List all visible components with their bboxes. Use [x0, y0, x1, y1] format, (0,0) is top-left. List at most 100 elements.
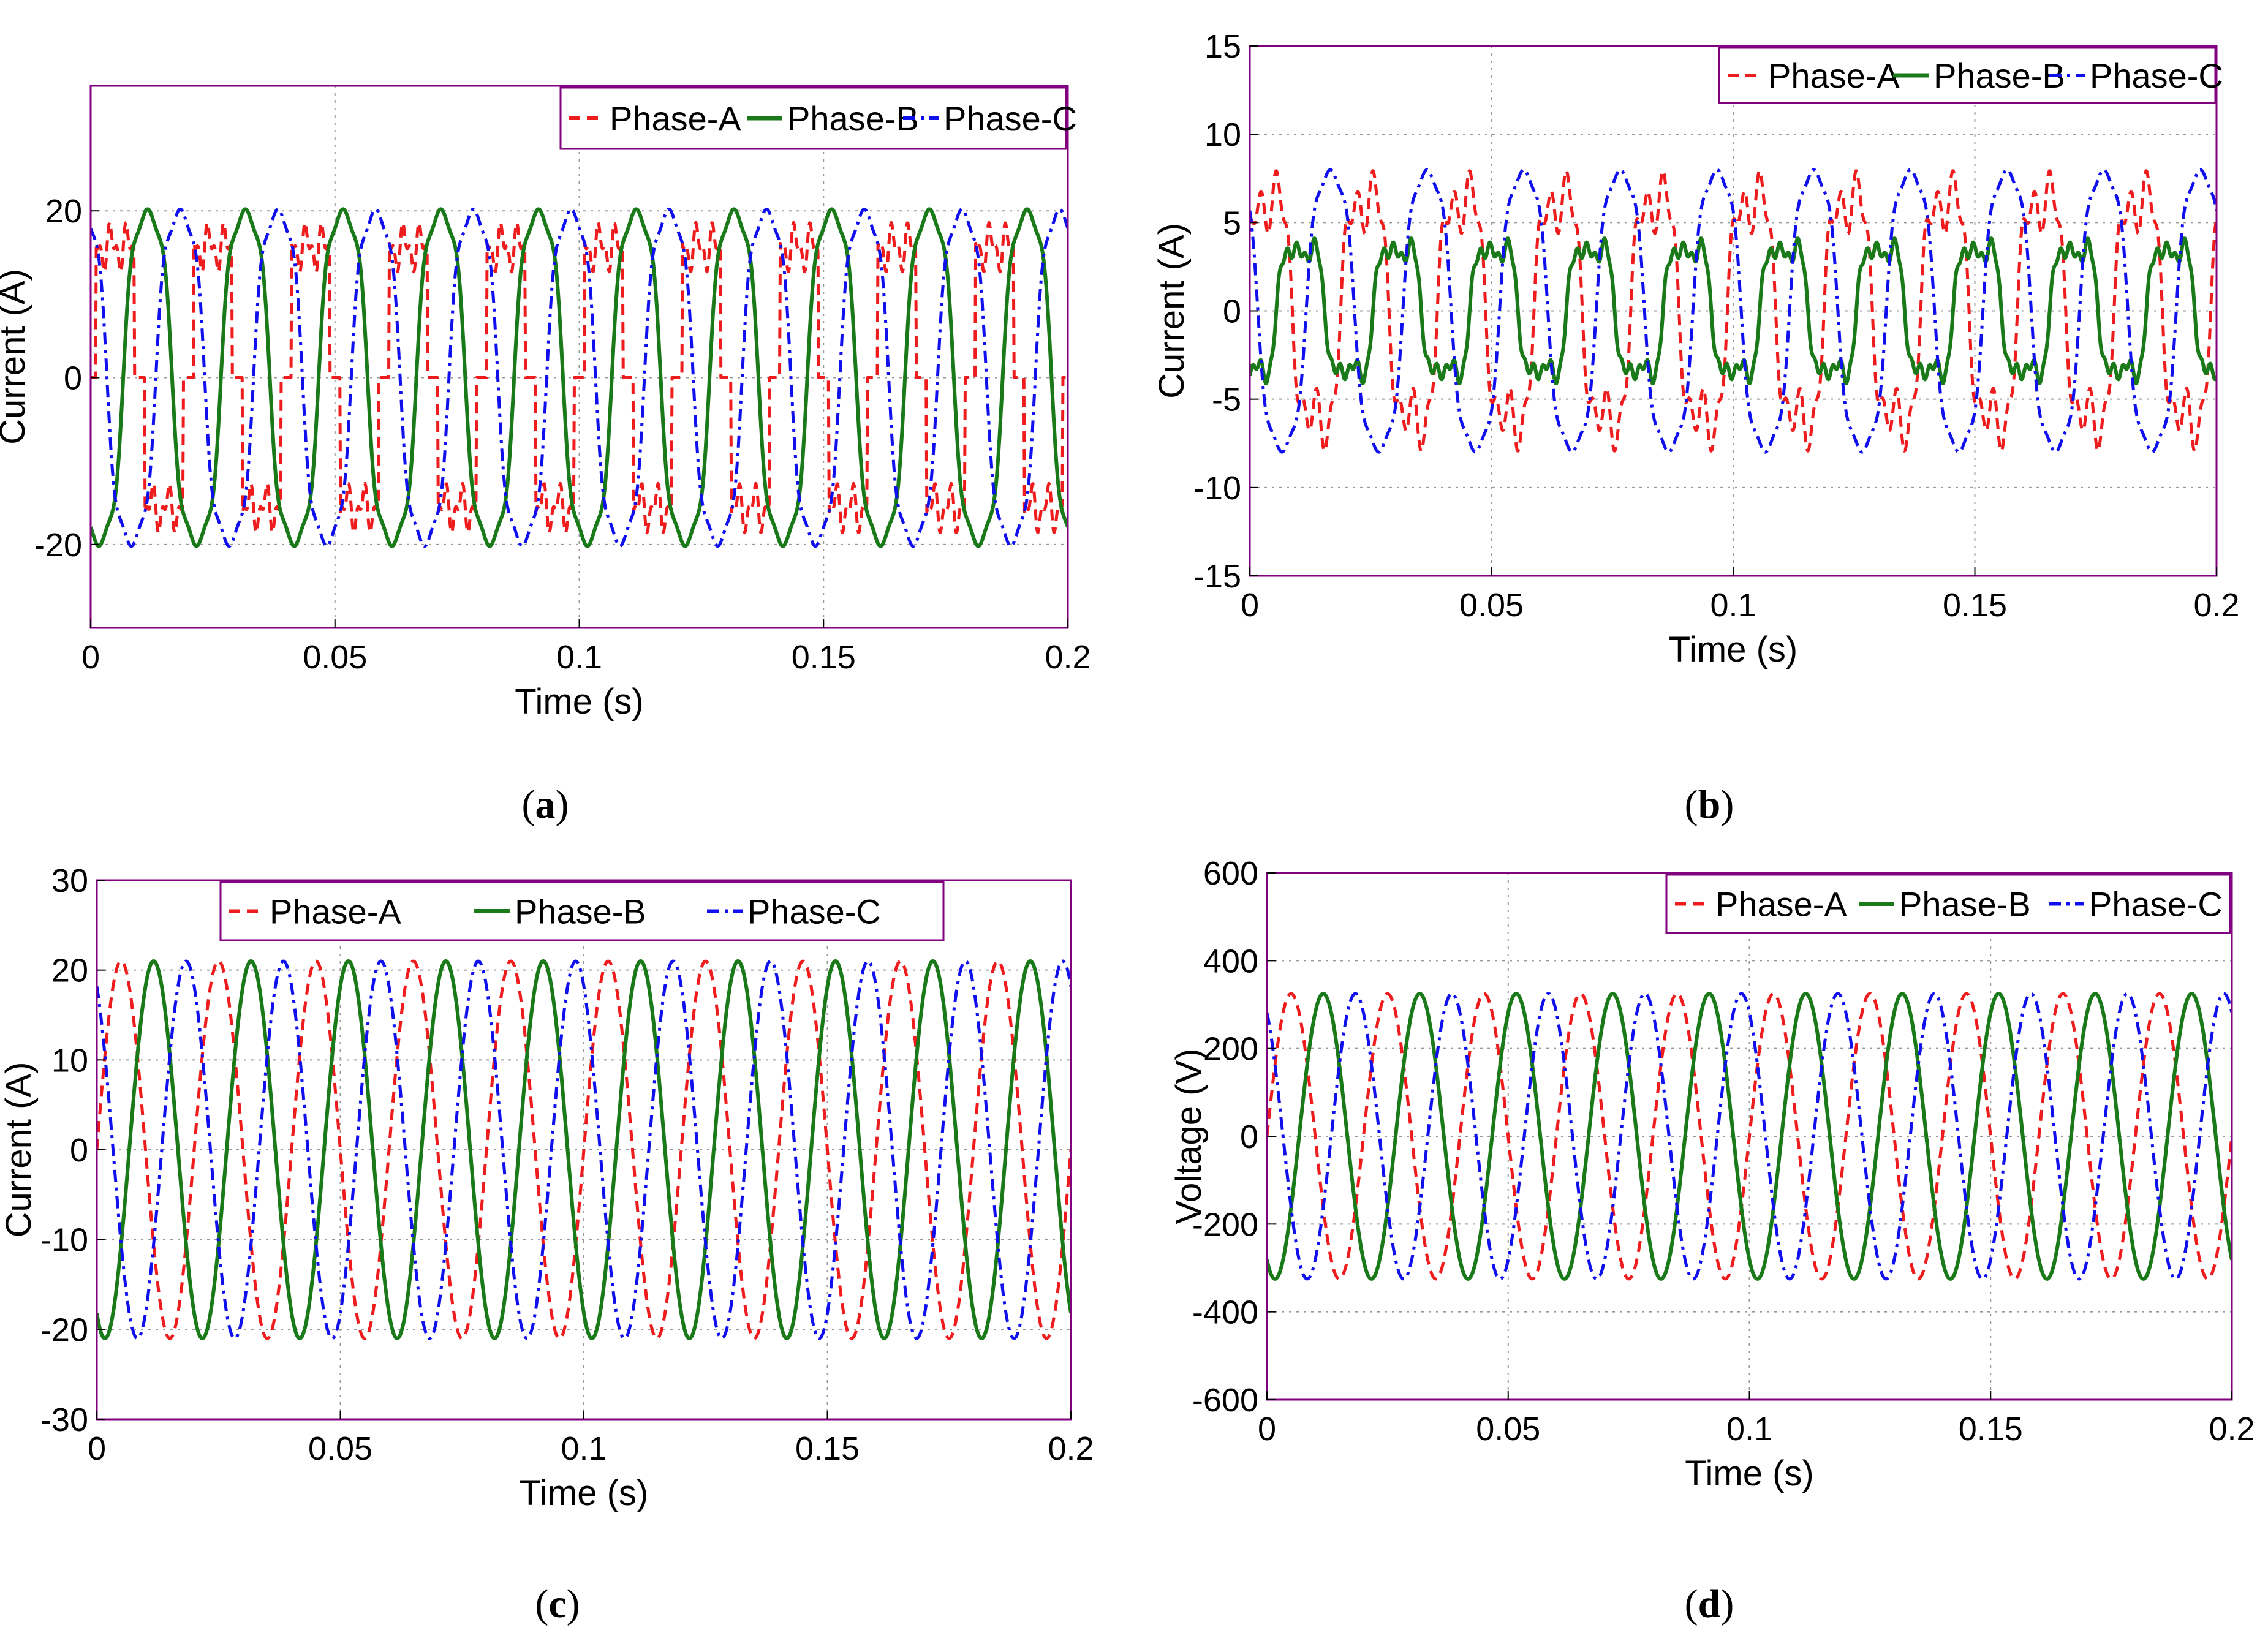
series-line-phase-b: [1267, 992, 2232, 1281]
caption-close-paren: ): [1720, 782, 1734, 827]
series-group: [1267, 992, 2232, 1281]
series-line-phase-c: [97, 959, 1071, 1340]
y-tick-label: -10: [1193, 470, 1241, 507]
x-tick-label: 0.05: [1476, 1411, 1540, 1447]
y-tick-label: 30: [51, 862, 88, 899]
series-line-phase-a: [1267, 992, 2232, 1281]
y-tick-label: 20: [51, 953, 88, 989]
y-axis-label: Current (A): [0, 1062, 39, 1238]
legend-label-phase-a: Phase-A: [1715, 885, 1847, 924]
y-tick-label: 10: [51, 1042, 88, 1079]
y-tick-label: -20: [40, 1311, 88, 1348]
x-tick-label: 0.05: [1459, 587, 1524, 624]
x-tick-label: 0.1: [561, 1430, 607, 1467]
y-tick-label: 10: [1204, 116, 1241, 153]
legend-box: [1718, 47, 2217, 104]
x-tick-label: 0.05: [303, 639, 367, 676]
legend-box: [1665, 874, 2231, 934]
legend-label-phase-a: Phase-A: [610, 99, 741, 138]
legend-box: [219, 881, 945, 941]
x-tick-label: 0: [88, 1430, 106, 1467]
series-line-phase-b: [1250, 236, 2217, 385]
x-tick-label: 0.1: [1710, 587, 1756, 624]
y-axis-label: Current (A): [1152, 223, 1192, 399]
y-tick-label: 400: [1203, 943, 1258, 979]
series-line-phase-c: [91, 207, 1068, 548]
caption-open-paren: (: [522, 782, 535, 827]
series-group: [1250, 168, 2217, 454]
panel-caption: (c): [535, 1582, 580, 1626]
y-tick-label: -600: [1192, 1382, 1258, 1419]
y-tick-label: 0: [70, 1132, 88, 1169]
caption-letter: c: [548, 1582, 566, 1626]
x-tick-label: 0.15: [1959, 1411, 2023, 1447]
x-tick-label: 0.1: [1726, 1411, 1772, 1447]
y-tick-label: -15: [1193, 558, 1241, 595]
x-tick-label: 0.05: [308, 1430, 372, 1467]
caption-close-paren: ): [567, 1582, 580, 1626]
legend: Phase-A Phase-B Phase-C: [1718, 47, 2223, 104]
y-tick-label: 200: [1203, 1031, 1258, 1068]
y-axis-label: Current (A): [0, 269, 32, 445]
x-tick-label: 0: [1241, 587, 1259, 624]
x-tick-label: 0: [1258, 1411, 1276, 1447]
y-tick-label: -20: [34, 527, 82, 564]
x-tick-label: 0.2: [2193, 587, 2239, 624]
series-line-phase-c: [1250, 168, 2217, 454]
caption-close-paren: ): [556, 782, 569, 827]
series-line-phase-b: [91, 207, 1068, 548]
x-tick-label: 0: [81, 639, 100, 676]
legend: Phase-A Phase-B Phase-C: [559, 86, 1077, 150]
legend-label-phase-c: Phase-C: [2089, 885, 2223, 924]
y-tick-label: 0: [1223, 293, 1241, 330]
caption-close-paren: ): [1720, 1582, 1734, 1626]
x-tick-label: 0.1: [556, 639, 602, 676]
series-line-phase-c: [1267, 992, 2232, 1281]
x-tick-label: 0.2: [2209, 1411, 2255, 1447]
y-tick-label: 0: [64, 360, 82, 397]
legend-label-phase-a: Phase-A: [1768, 56, 1900, 95]
y-tick-label: -30: [40, 1402, 88, 1438]
y-tick-label: 0: [1240, 1119, 1258, 1155]
y-tick-label: 5: [1223, 205, 1241, 241]
series-group: [97, 959, 1071, 1340]
legend-box: [559, 86, 1067, 150]
chart-panel-a: 0 0.05 0.1 0.15 0.2 -20 0 20 Time (s) Current (A)…: [0, 85, 1091, 827]
legend: Phase-A Phase-B Phase-C: [1665, 874, 2231, 934]
caption-open-paren: (: [1685, 1582, 1698, 1626]
legend-label-phase-c: Phase-C: [2090, 56, 2223, 95]
y-tick-label: 15: [1204, 28, 1241, 65]
y-tick-label: -400: [1192, 1294, 1258, 1331]
legend-label-phase-b: Phase-B: [1899, 885, 2031, 924]
legend-label-phase-c: Phase-C: [747, 892, 881, 931]
caption-letter: b: [1698, 782, 1721, 827]
x-tick-label: 0.2: [1048, 1430, 1094, 1467]
legend-label-phase-a: Phase-A: [270, 892, 401, 931]
y-axis-label: Voltage (V): [1169, 1049, 1209, 1224]
y-tick-label: -5: [1212, 382, 1241, 418]
x-axis-label: Time (s): [515, 682, 643, 722]
chart-panel-b: 0 0.05 0.1 0.15 0.2 -15 -10 -5 0 5 10 15 Time (s) Cur…: [1152, 28, 2240, 827]
legend-label-phase-b: Phase-B: [787, 99, 919, 138]
caption-letter: d: [1698, 1582, 1721, 1626]
x-axis-label: Time (s): [1685, 1454, 1813, 1493]
caption-open-paren: (: [1685, 782, 1698, 827]
y-tick-label: 20: [45, 193, 82, 230]
series-group: [91, 207, 1068, 548]
caption-letter: a: [535, 782, 556, 827]
x-tick-label: 0.15: [1943, 587, 2007, 624]
x-tick-label: 0.2: [1045, 639, 1091, 676]
caption-open-paren: (: [535, 1582, 548, 1626]
series-line-phase-b: [97, 959, 1071, 1340]
x-axis-label: Time (s): [520, 1473, 648, 1513]
x-axis-label: Time (s): [1669, 630, 1797, 670]
x-tick-label: 0.15: [792, 639, 856, 676]
legend-label-phase-b: Phase-B: [515, 892, 646, 931]
panel-caption: (a): [522, 782, 569, 827]
legend-label-phase-b: Phase-B: [1933, 56, 2065, 95]
panel-caption: (b): [1685, 782, 1734, 827]
y-tick-label: -200: [1192, 1206, 1258, 1243]
chart-panel-d: 0 0.05 0.1 0.15 0.2 -600 -400 -200 0 200 400 600 Tim…: [1169, 855, 2255, 1626]
y-tick-label: -10: [40, 1222, 88, 1259]
